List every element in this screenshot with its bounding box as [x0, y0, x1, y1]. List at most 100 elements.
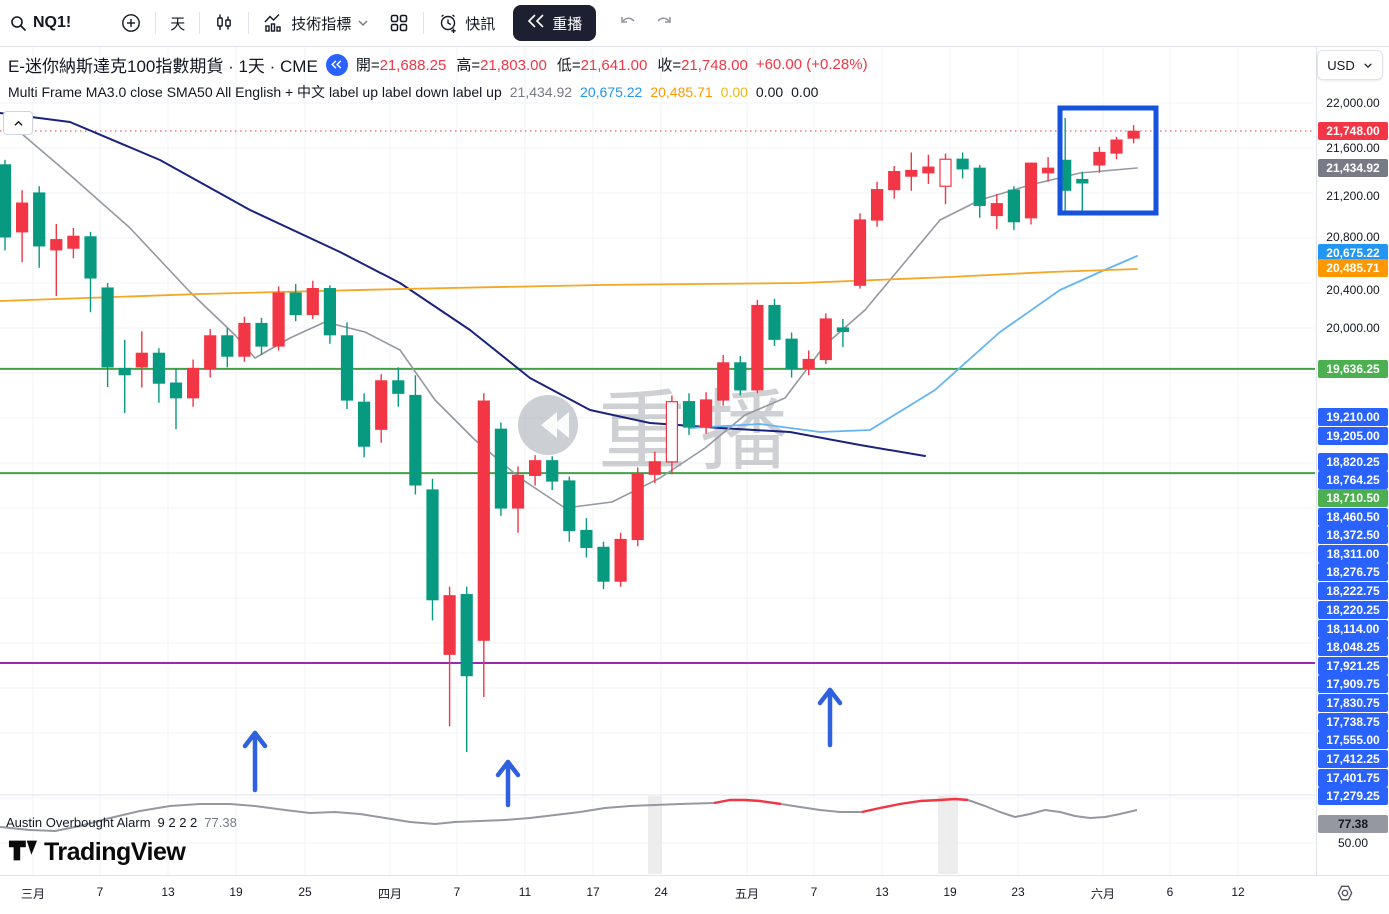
chevron-down-icon [1363, 62, 1372, 68]
candle-body [870, 189, 884, 221]
price-badge[interactable]: 18,710.50 [1318, 489, 1388, 507]
ohlc-item: 收=21,748.00 [657, 57, 748, 74]
symbol-title[interactable]: E-迷你納斯達克100指數期貨 · 1天 · CME [8, 57, 318, 76]
ohlc-values: 開=21,688.25 高=21,803.00 低=21,641.00 收=21,74… [356, 54, 748, 75]
price-badge[interactable]: 19,205.00 [1318, 427, 1388, 445]
candle-body [682, 401, 696, 428]
price-badge[interactable]: 21,434.92 [1318, 159, 1388, 177]
candle-body [1110, 139, 1123, 154]
price-badge[interactable]: 18,276.75 [1318, 563, 1388, 581]
ohlc-item: 高=21,803.00 [456, 57, 547, 74]
toolbar-divider [423, 12, 425, 34]
price-badge[interactable]: 18,764.25 [1318, 471, 1388, 489]
price-badge[interactable]: 18,820.25 [1318, 453, 1388, 471]
price-badge[interactable]: 17,279.25 [1318, 787, 1388, 805]
candle-body [802, 358, 815, 370]
redo-button[interactable] [646, 12, 682, 35]
candle-body [563, 480, 576, 532]
currency-label: USD [1327, 57, 1355, 73]
price-badge[interactable]: 20,485.71 [1318, 259, 1388, 277]
candle-body [648, 461, 661, 475]
oscillator-highlight-bar [938, 796, 958, 874]
price-tick-label: 21,200.00 [1326, 189, 1380, 203]
price-badge[interactable]: 17,909.75 [1318, 675, 1388, 693]
tradingview-logo[interactable]: TradingView [8, 836, 186, 869]
time-axis-label: 13 [875, 885, 889, 899]
price-badge[interactable]: 20,675.22 [1318, 244, 1388, 262]
time-axis[interactable]: 三月 7 13 19 25 四月 7 11 17 24 五月 7 13 19 23 六月 6 12 [0, 875, 1389, 914]
undo-button[interactable] [610, 12, 646, 35]
candle-body [597, 546, 610, 582]
candle-body [922, 166, 935, 174]
price-badge[interactable]: 21,748.00 [1318, 122, 1388, 140]
time-axis-label: 13 [161, 885, 175, 899]
price-badge[interactable]: 18,048.25 [1318, 638, 1388, 656]
time-axis-label: 六月 [1090, 887, 1116, 901]
candle-body [1041, 167, 1055, 174]
price-badge[interactable]: 18,372.50 [1318, 526, 1388, 544]
compare-add-symbol-button[interactable] [111, 6, 151, 40]
price-badge[interactable]: 77.38 [1318, 815, 1388, 833]
layout-grid-button[interactable] [379, 6, 419, 40]
indicators-label: 技術指標 [291, 15, 352, 33]
indicators-button[interactable]: 技術指標 [253, 6, 379, 40]
replay-button[interactable]: 重播 [513, 5, 597, 41]
alert-button[interactable]: 快訊 [428, 6, 505, 40]
price-tick-label: 20,000.00 [1326, 321, 1380, 335]
price-badge[interactable]: 17,555.00 [1318, 731, 1388, 749]
price-badge[interactable]: 18,114.00 [1318, 620, 1388, 638]
candle-body [1127, 130, 1140, 139]
interval-button[interactable]: 天 [160, 6, 195, 40]
replay-rewind-badge[interactable] [325, 53, 348, 76]
candle-body [187, 367, 200, 399]
candle-body [33, 192, 46, 247]
price-badge[interactable]: 17,401.75 [1318, 769, 1388, 787]
oscillator-name[interactable]: Austin Overbought Alarm [6, 815, 151, 830]
gear-icon[interactable] [1335, 883, 1355, 908]
symbol-search-button[interactable]: NQ1! [0, 6, 81, 40]
time-axis-label: 24 [654, 885, 668, 899]
price-badge[interactable]: 17,921.25 [1318, 657, 1388, 675]
price-badge[interactable]: 19,210.00 [1318, 408, 1388, 426]
candle-body [67, 235, 80, 249]
candle-body [939, 158, 952, 187]
time-axis-label: 23 [1011, 885, 1025, 899]
orange-ma [0, 268, 1138, 302]
replay-label: 重播 [552, 15, 583, 33]
price-scale[interactable]: 22,000.00 21,600.00 21,200.00 20,800.00 20,4… [1316, 46, 1389, 875]
time-axis-label: 12 [1231, 885, 1245, 899]
indicator-name[interactable]: Multi Frame MA3.0 close SMA50 All Englis… [8, 84, 502, 100]
tradingview-glyph-icon [8, 836, 38, 869]
time-axis-label: 7 [453, 885, 461, 899]
interval-label: 天 [170, 15, 186, 33]
candle-body [888, 171, 901, 191]
price-badge[interactable]: 18,460.50 [1318, 508, 1388, 526]
collapse-legend-button[interactable] [3, 111, 33, 135]
candle-body [409, 394, 422, 486]
oscillator-overbought-segment [713, 798, 782, 806]
candle-body [717, 362, 730, 401]
candle-body [768, 304, 781, 340]
price-badge[interactable]: 18,220.25 [1318, 601, 1388, 619]
candle-body [614, 538, 627, 582]
time-axis-label: 7 [810, 885, 818, 899]
gray-sma50 [7, 121, 1138, 509]
oscillator-line [0, 798, 1138, 832]
price-badge[interactable]: 18,222.75 [1318, 582, 1388, 600]
price-badge[interactable]: 17,830.75 [1318, 694, 1388, 712]
chart-style-button[interactable] [204, 6, 244, 40]
currency-selector[interactable]: USD [1317, 50, 1383, 80]
price-badge[interactable]: 17,738.75 [1318, 713, 1388, 731]
price-badge[interactable]: 18,311.00 [1318, 545, 1388, 563]
symbol-legend-row: E-迷你納斯達克100指數期貨 · 1天 · CME 開=21,688.25 高=… [8, 52, 868, 77]
lightblue-ma [689, 255, 1138, 433]
annotation-rectangle [1057, 105, 1159, 216]
indicator-value: 0.00 [791, 84, 819, 100]
price-badge[interactable]: 19,636.25 [1318, 360, 1388, 378]
candle-body [1093, 151, 1106, 166]
candle-body [101, 287, 114, 368]
candle-body [751, 304, 764, 391]
candle-body [905, 169, 918, 177]
price-badge[interactable]: 17,412.25 [1318, 750, 1388, 768]
